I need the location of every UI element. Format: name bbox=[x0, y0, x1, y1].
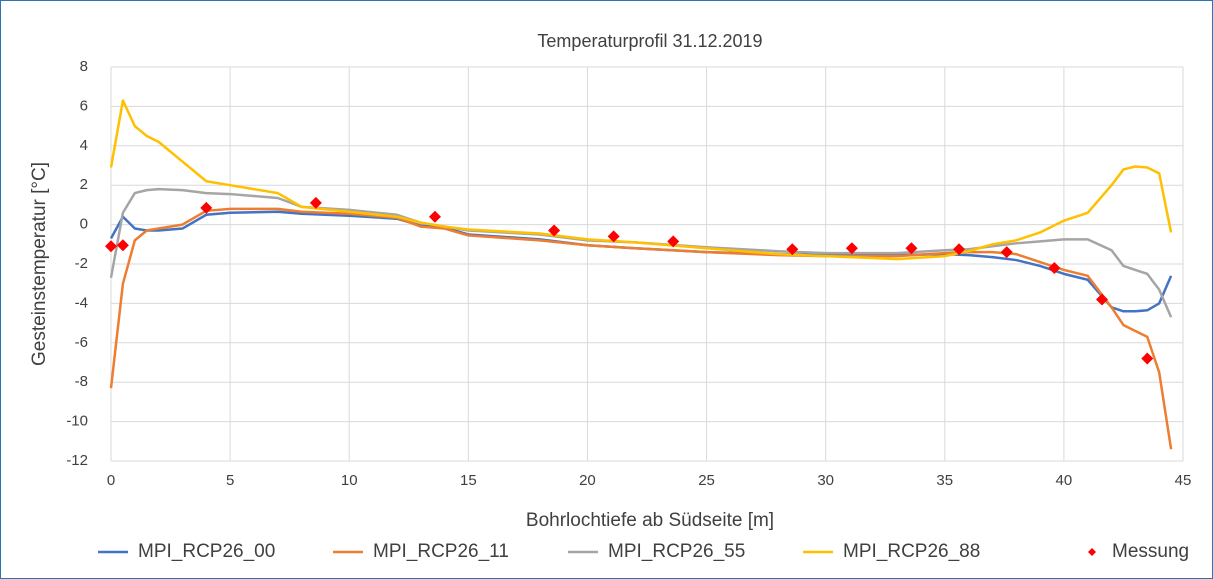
legend-label: MPI_RCP26_55 bbox=[608, 541, 745, 562]
legend-item: MPI_RCP26_55 bbox=[568, 541, 745, 562]
data-point bbox=[905, 242, 918, 255]
x-tick-label: 20 bbox=[579, 472, 596, 489]
x-tick-label: 15 bbox=[460, 472, 477, 489]
legend-item: MPI_RCP26_11 bbox=[333, 541, 509, 562]
legend-marker bbox=[1088, 548, 1096, 556]
data-point bbox=[309, 196, 322, 209]
x-tick-label: 25 bbox=[698, 472, 715, 489]
legend-item: MPI_RCP26_88 bbox=[803, 541, 980, 562]
x-tick-label: 5 bbox=[226, 472, 234, 489]
legend-label: MPI_RCP26_11 bbox=[373, 541, 509, 562]
data-point bbox=[667, 235, 680, 248]
legend-label: Messung bbox=[1112, 541, 1189, 562]
y-tick-label: 6 bbox=[80, 97, 88, 114]
y-tick-label: -4 bbox=[75, 294, 88, 311]
data-point bbox=[953, 243, 966, 256]
data-point bbox=[105, 240, 117, 253]
y-tick-label: 4 bbox=[80, 137, 88, 154]
x-tick-label: 45 bbox=[1175, 472, 1192, 489]
data-point bbox=[1141, 352, 1154, 365]
data-point bbox=[200, 201, 213, 214]
data-point bbox=[845, 242, 858, 255]
series-line bbox=[109, 207, 1173, 450]
legend-label: MPI_RCP26_00 bbox=[138, 541, 275, 562]
data-point bbox=[428, 210, 441, 223]
data-point bbox=[1000, 246, 1013, 259]
x-tick-label: 30 bbox=[817, 472, 834, 489]
x-axis-label: Bohrlochtiefe ab Südseite [m] bbox=[526, 510, 774, 531]
y-tick-label: 0 bbox=[80, 216, 88, 233]
x-tick-label: 35 bbox=[936, 472, 953, 489]
x-tick-label: 0 bbox=[107, 472, 115, 489]
data-point bbox=[1048, 261, 1061, 274]
y-tick-label: -2 bbox=[75, 255, 88, 272]
data-point bbox=[116, 239, 129, 252]
y-tick-label: -8 bbox=[75, 373, 88, 390]
y-tick-label: 2 bbox=[80, 176, 88, 193]
x-tick-label: 40 bbox=[1056, 472, 1073, 489]
y-tick-label: -12 bbox=[66, 452, 88, 469]
chart-title: Temperaturprofil 31.12.2019 bbox=[537, 31, 762, 51]
y-tick-label: -6 bbox=[75, 334, 88, 351]
y-axis-label: Gesteinstemperatur [°C] bbox=[29, 162, 50, 366]
data-point bbox=[548, 224, 561, 237]
x-tick-label: 10 bbox=[341, 472, 358, 489]
legend-label: MPI_RCP26_88 bbox=[843, 541, 980, 562]
legend-item: Messung bbox=[1088, 541, 1189, 562]
data-point bbox=[786, 243, 799, 256]
data-point bbox=[1096, 293, 1109, 306]
series-line bbox=[109, 99, 1173, 261]
legend-item: MPI_RCP26_00 bbox=[98, 541, 275, 562]
y-tick-label: -10 bbox=[66, 413, 88, 430]
y-tick-label: 8 bbox=[80, 58, 88, 75]
data-point bbox=[607, 230, 620, 243]
